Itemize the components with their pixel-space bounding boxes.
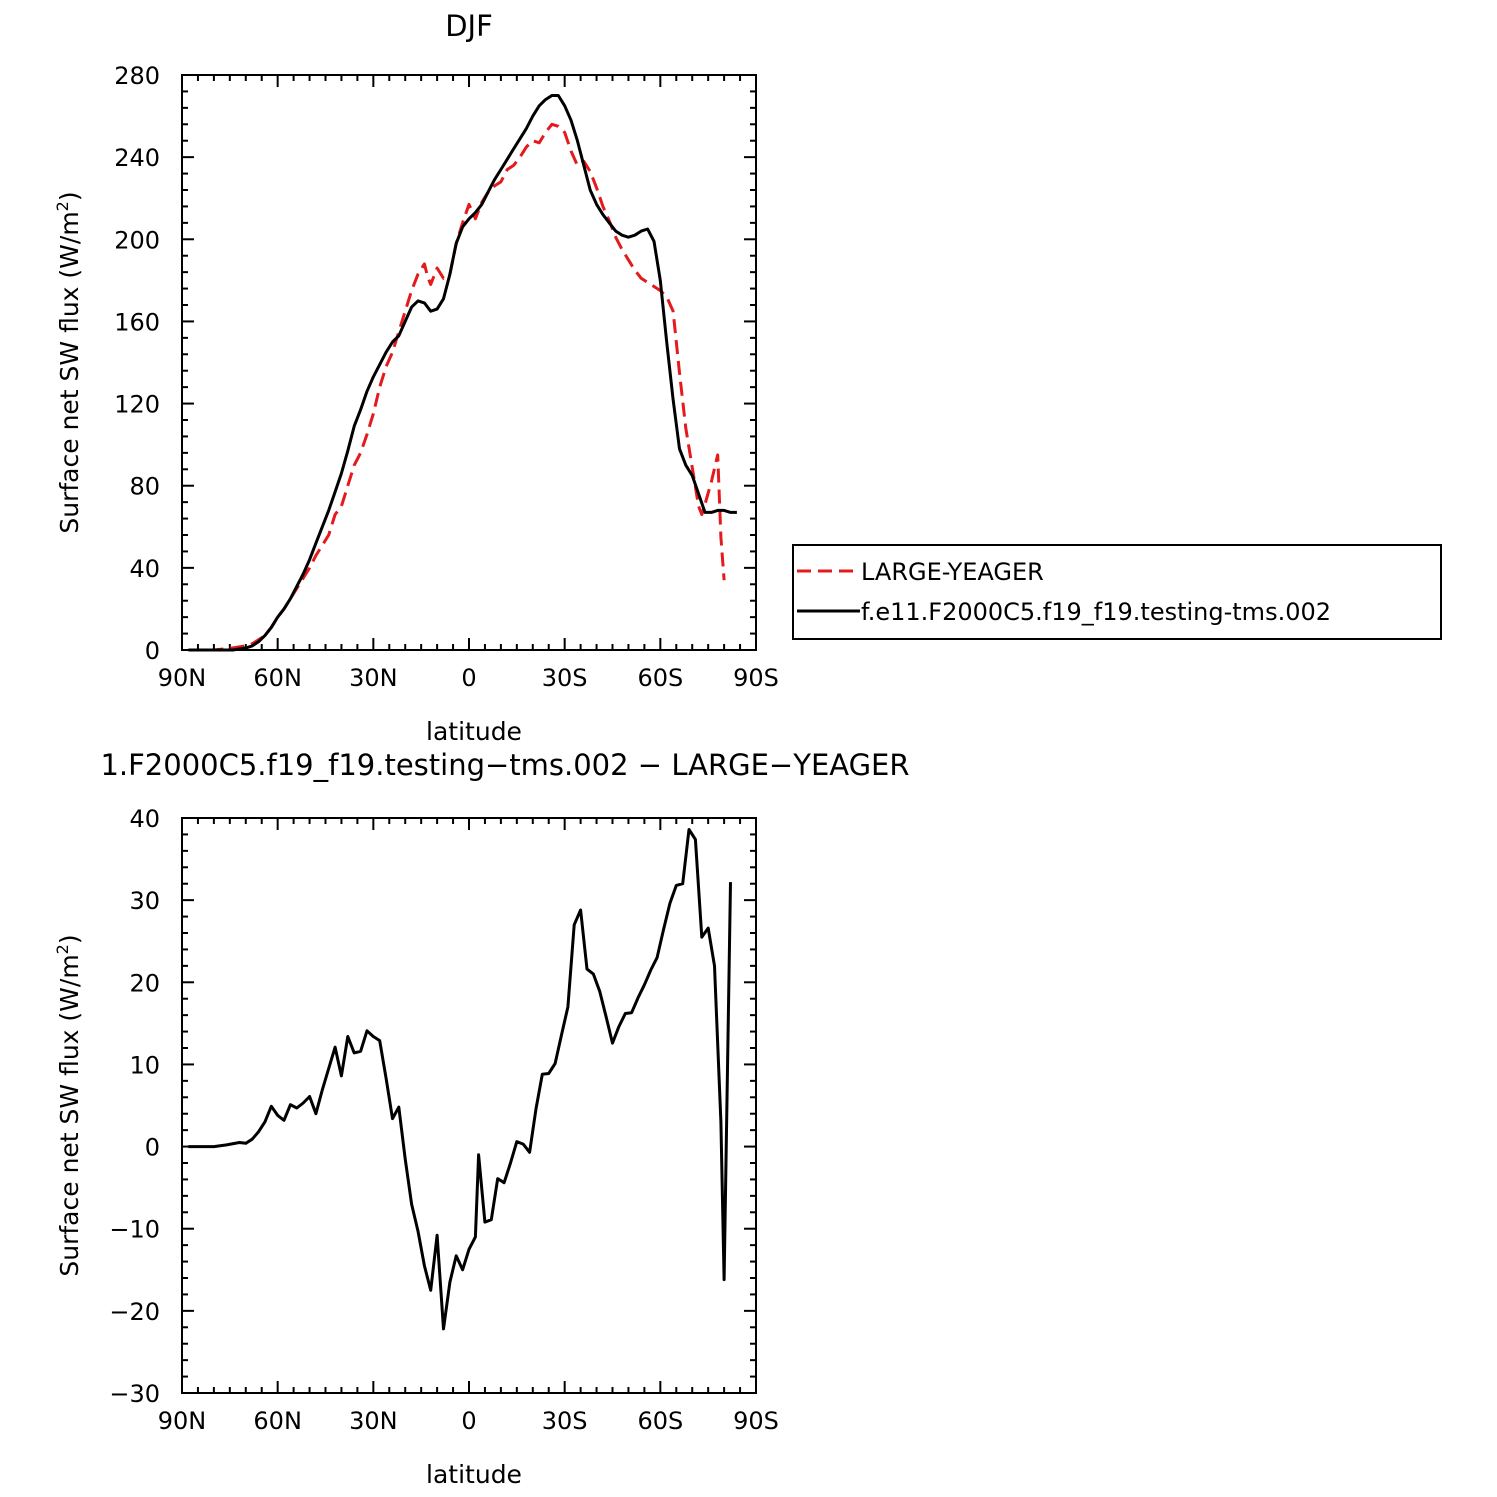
- legend-box: [792, 544, 1442, 640]
- y-tick-label: 80: [129, 473, 160, 501]
- legend-label: LARGE-YEAGER: [861, 558, 1044, 586]
- y-tick-label: 20: [129, 969, 160, 997]
- x-tick-label: 0: [461, 1407, 476, 1435]
- difference-panel: 1.F2000C5.f19_f19.testing−tms.002 − LARG…: [53, 748, 910, 1489]
- y-tick-label: 240: [114, 144, 160, 172]
- y-tick-label: −30: [109, 1380, 160, 1408]
- series-line: [188, 94, 737, 652]
- x-tick-label: 30S: [542, 1407, 588, 1435]
- x-tick-label: 60S: [637, 664, 683, 692]
- x-tick-label: 90S: [733, 1407, 779, 1435]
- y-tick-label: 0: [145, 637, 160, 665]
- y-tick-label: −10: [109, 1216, 160, 1244]
- x-tick-label: 60N: [253, 1407, 302, 1435]
- series-line: [188, 122, 726, 652]
- y-tick-label: 280: [114, 62, 160, 90]
- y-tick-label: 0: [145, 1134, 160, 1162]
- legend-label: f.e11.F2000C5.f19_f19.testing-tms.002: [861, 598, 1331, 626]
- y-tick-label: 200: [114, 226, 160, 254]
- x-axis-label: latitude: [426, 717, 522, 746]
- y-tick-label: 10: [129, 1051, 160, 1079]
- x-tick-label: 90S: [733, 664, 779, 692]
- series-line: [188, 828, 732, 1331]
- x-tick-label: 30S: [542, 664, 588, 692]
- y-tick-label: 40: [129, 555, 160, 583]
- chart-title: DJF: [445, 9, 493, 43]
- x-axis-label: latitude: [426, 1460, 522, 1489]
- y-axis-label: Surface net SW flux (W/m2): [53, 934, 84, 1276]
- y-tick-label: 160: [114, 308, 160, 336]
- y-tick-label: 40: [129, 805, 160, 833]
- y-axis-label: Surface net SW flux (W/m2): [53, 191, 84, 533]
- x-tick-label: 0: [461, 664, 476, 692]
- x-tick-label: 30N: [349, 664, 398, 692]
- legend: LARGE-YEAGER f.e11.F2000C5.f19_f19.testin…: [792, 544, 1442, 640]
- y-tick-label: −20: [109, 1298, 160, 1326]
- djf-flux-panel: DJF 90N 60N 30N 0 30S 60S 90S 0 40 80 120 160 200 240 2…: [53, 9, 779, 746]
- y-tick-label: 120: [114, 391, 160, 419]
- x-tick-label: 60N: [253, 664, 302, 692]
- x-tick-label: 30N: [349, 1407, 398, 1435]
- x-tick-label: 60S: [637, 1407, 683, 1435]
- x-tick-label: 90N: [158, 664, 207, 692]
- x-tick-label: 90N: [158, 1407, 207, 1435]
- y-tick-label: 30: [129, 887, 160, 915]
- chart-title: 1.F2000C5.f19_f19.testing−tms.002 − LARG…: [100, 748, 909, 782]
